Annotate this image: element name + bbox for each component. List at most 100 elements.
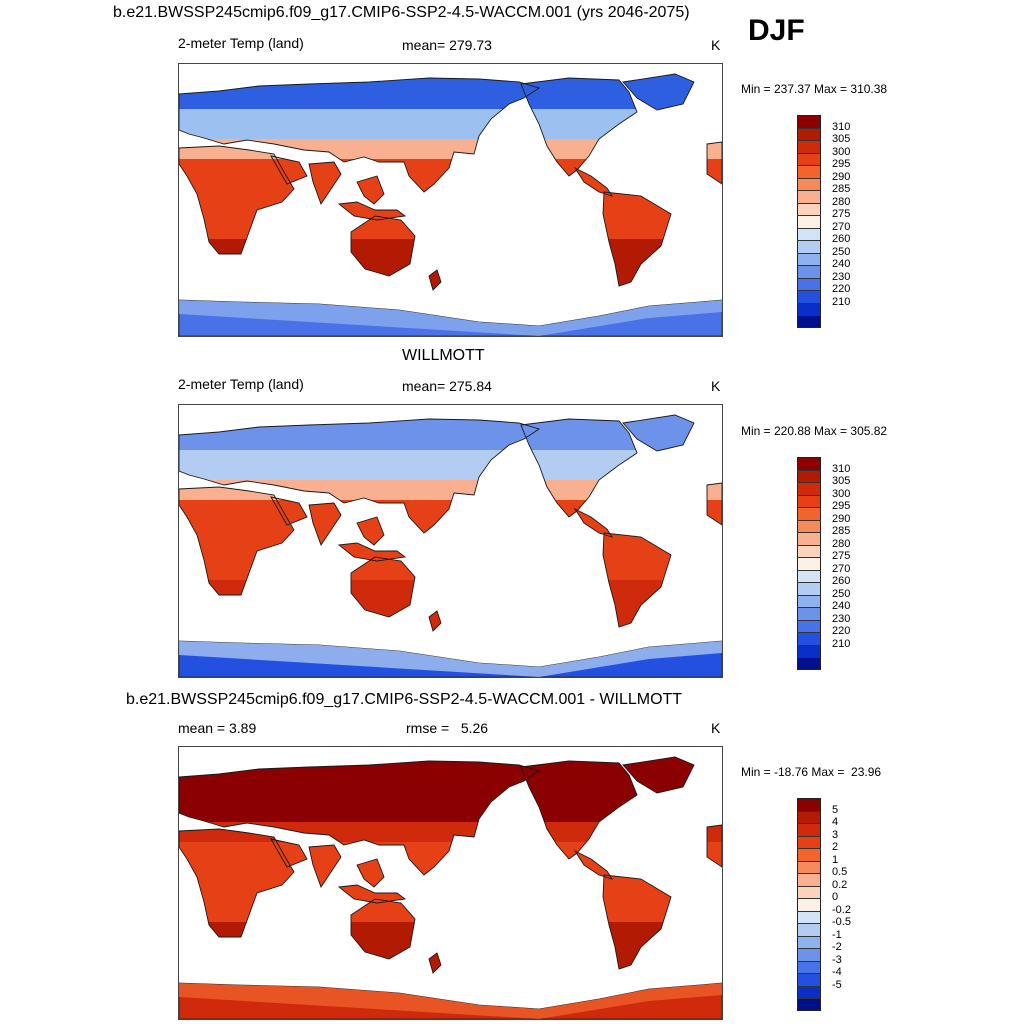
colorbar-divider [797, 657, 821, 659]
colorbar-swatch [797, 115, 821, 129]
colorbar-divider [797, 910, 821, 912]
panel-model-variable: 2-meter Temp (land) [178, 35, 304, 51]
temperature-band-hot [179, 580, 722, 631]
panel-diff-units: K [711, 720, 721, 736]
colorbar-label: 220 [832, 625, 851, 638]
colorbar-label: 0 [832, 891, 839, 904]
colorbar-swatch [797, 202, 821, 216]
colorbar-divider [797, 140, 821, 142]
colorbar-label: 295 [832, 158, 851, 171]
coastline-namerica [520, 760, 638, 860]
colorbar-divider [797, 948, 821, 950]
colorbar-label: -1 [832, 928, 842, 941]
colorbar-swatch [797, 152, 821, 166]
colorbar-divider [797, 127, 821, 129]
colorbar-swatch [797, 657, 821, 671]
colorbar-divider [797, 252, 821, 254]
colorbar-label: 270 [832, 562, 851, 575]
colorbar-swatch [797, 644, 821, 658]
land-fill [179, 415, 722, 631]
colorbar-swatch [797, 619, 821, 633]
colorbar-divider [797, 848, 821, 850]
colorbar-swatch [797, 823, 821, 837]
colorbar-divider [797, 482, 821, 484]
temperature-band-polar [179, 757, 722, 792]
colorbar-swatch [797, 607, 821, 621]
colorbar-swatch [797, 277, 821, 291]
colorbar-divider [797, 632, 821, 634]
temperature-band-tropics [179, 500, 722, 580]
colorbar-label: 0.2 [832, 878, 848, 891]
coastline-india [308, 844, 342, 888]
colorbar-swatch [797, 140, 821, 154]
colorbar-swatch [797, 960, 821, 974]
land-fill [179, 74, 722, 290]
coastline-africa [179, 486, 295, 596]
colorbar-swatch [797, 923, 821, 937]
colorbar-swatch [797, 190, 821, 204]
colorbar-swatch [797, 569, 821, 583]
colorbar-swatch [797, 557, 821, 571]
colorbar-swatch [797, 632, 821, 646]
colorbar-divider [797, 582, 821, 584]
colorbar-divider [797, 594, 821, 596]
colorbar-divider [797, 998, 821, 1000]
antarctica-coast [179, 300, 722, 336]
map-diff [178, 746, 723, 1020]
colorbar-divider [797, 810, 821, 812]
panel-diff-title: b.e21.BWSSP245cmip6.f09_g17.CMIP6-SSP2-4… [126, 691, 683, 708]
colorbar-divider [797, 290, 821, 292]
colorbar-swatch [797, 494, 821, 508]
colorbar-label: 285 [832, 525, 851, 538]
coastline-africaeast [706, 482, 722, 526]
colorbar-divider [797, 835, 821, 837]
colorbar-swatch [797, 265, 821, 279]
colorbar-label: 300 [832, 145, 851, 158]
colorbar-swatch [797, 127, 821, 141]
coastline-indonesia [337, 884, 407, 904]
colorbar-divider [797, 190, 821, 192]
panel-obs-title: WILLMOTT [402, 347, 485, 364]
map-obs [178, 404, 723, 678]
colorbar-label: 275 [832, 550, 851, 563]
colorbar-divider [797, 507, 821, 509]
colorbar-swatch [797, 860, 821, 874]
colorbar-label: 290 [832, 512, 851, 525]
colorbar-label: -4 [832, 966, 842, 979]
coastline-greenland [622, 756, 695, 794]
coastline-africaeast [706, 141, 722, 185]
coastline-camerica [573, 507, 614, 538]
colorbar-label: 290 [832, 170, 851, 183]
colorbar-label: 305 [832, 133, 851, 146]
coastline-camerica [573, 849, 614, 880]
colorbar-swatch [797, 482, 821, 496]
temperature-band-tropics [179, 159, 722, 239]
colorbar-label: 310 [832, 120, 851, 133]
colorbar-divider [797, 227, 821, 229]
colorbar-label: -3 [832, 953, 842, 966]
coastline-indonesia [337, 201, 407, 221]
panel-model-units: K [711, 37, 721, 53]
colorbar-swatch [797, 177, 821, 191]
coastline-samerica [602, 874, 672, 970]
panel-obs-units: K [711, 378, 721, 394]
coastline-eurasia [179, 760, 541, 876]
colorbar-label: 295 [832, 500, 851, 513]
colorbar-label: -2 [832, 941, 842, 954]
colorbar-swatch [797, 532, 821, 546]
colorbar-swatch [797, 873, 821, 887]
colorbar-divider [797, 165, 821, 167]
colorbar-label: 210 [832, 295, 851, 308]
colorbar-divider [797, 985, 821, 987]
map-model [178, 63, 723, 337]
coastline-nz [428, 269, 442, 291]
panel-diff-rmse: rmse = 5.26 [406, 720, 489, 736]
colorbar-swatch [797, 910, 821, 924]
colorbar-label: -5 [832, 978, 842, 991]
colorbar-swatch [797, 469, 821, 483]
colorbar-divider [797, 557, 821, 559]
temperature-band-hot [179, 922, 722, 973]
temperature-band-mid_north [179, 450, 722, 480]
colorbar-swatch [797, 240, 821, 254]
colorbar-swatch [797, 215, 821, 229]
